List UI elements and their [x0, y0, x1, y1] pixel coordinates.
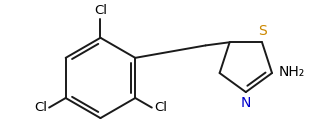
Text: Cl: Cl [34, 101, 47, 114]
Text: Cl: Cl [154, 101, 167, 114]
Text: S: S [258, 24, 267, 38]
Text: Cl: Cl [94, 4, 107, 17]
Text: NH₂: NH₂ [279, 64, 305, 78]
Text: N: N [241, 96, 251, 110]
